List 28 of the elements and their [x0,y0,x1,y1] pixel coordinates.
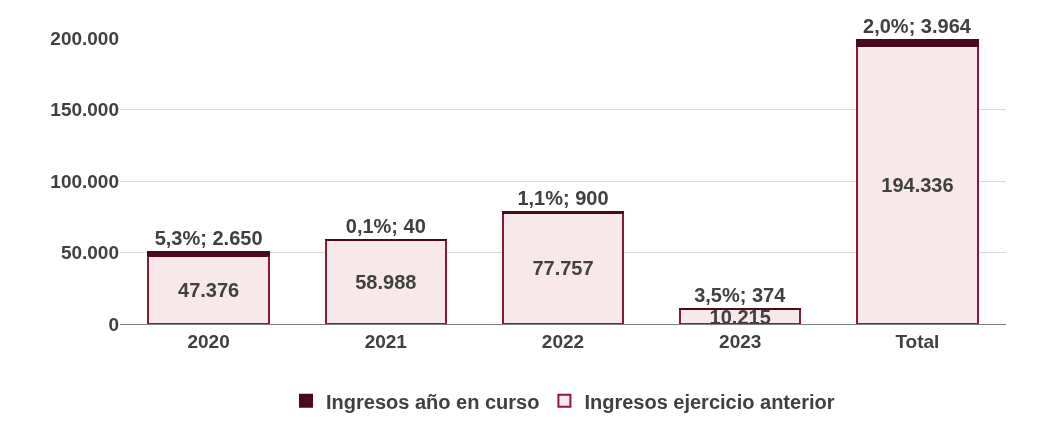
bar [324,238,448,324]
data-label: 1,1%; 900 [517,186,609,209]
y-tick-label: 200.000 [50,27,119,49]
data-label: 2,0%; 3.964 [863,15,972,38]
y-tick-label: 0 [108,313,119,335]
bar [147,255,270,324]
data-label: 0,1%; 40 [345,214,426,237]
data-label: 5,3%; 2.650 [154,227,263,250]
x-tick-label: 2023 [719,330,762,352]
x-tick-label: Total [895,330,940,352]
x-tick-label: 2022 [541,330,585,352]
y-tick-label: 150.000 [50,99,119,121]
data-label: 10.215 [709,305,771,328]
x-tick-label: 2021 [364,330,408,352]
data-label: 3,5%; 374 [694,283,787,306]
bar [856,45,979,324]
data-label: 58.988 [355,270,417,293]
legend-label: Ingresos año en curso [326,390,540,413]
y-tick-label: 100.000 [50,170,119,192]
bar [856,39,979,48]
data-label: 77.757 [532,257,594,280]
data-label: 194.336 [881,174,954,197]
data-label: 47.376 [178,279,240,302]
legend-label: Ingresos ejercicio anterior [584,390,835,413]
bar [501,211,625,324]
bar [147,251,270,258]
y-tick-label: 50.000 [60,242,119,264]
x-tick-label: 2020 [187,330,230,352]
